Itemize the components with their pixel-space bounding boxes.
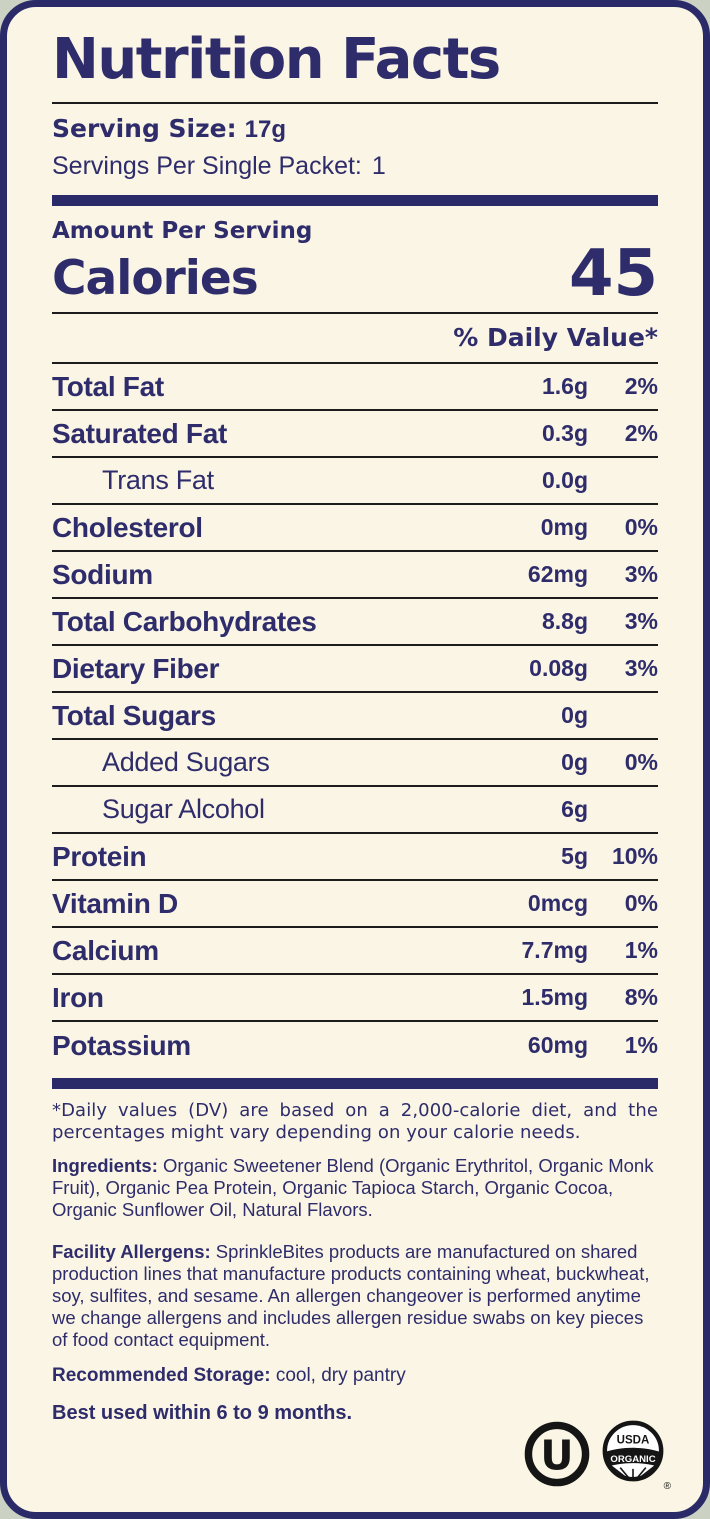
nutrient-name: Dietary Fiber (52, 652, 220, 684)
nutrient-name: Vitamin D (52, 887, 178, 919)
nutrient-daily-value: 0% (624, 890, 658, 917)
nutrient-row: Vitamin D 0mcg 0% (52, 881, 658, 929)
calories-label: Calories (52, 251, 259, 307)
nutrient-daily-value: 2% (624, 420, 658, 447)
nutrient-name: Sugar Alcohol (102, 794, 265, 825)
nutrient-row: Total Sugars 0g (52, 693, 658, 741)
thick-divider-top (52, 194, 658, 206)
servings-per-label: Servings Per Single Packet: (52, 151, 362, 180)
servings-per-line: Servings Per Single Packet: 1 (52, 152, 658, 181)
nutrient-amount: 8.8g (541, 608, 588, 635)
nutrient-row: Dietary Fiber 0.08g 3% (52, 646, 658, 694)
nutrient-amount: 1.6g (541, 373, 588, 400)
kosher-ou-icon: U (524, 1421, 590, 1486)
title-divider (52, 101, 658, 104)
serving-size-value: 17g (244, 115, 286, 143)
nutrient-daily-value: 10% (611, 843, 658, 870)
label-title: Nutrition Facts (52, 27, 501, 92)
nutrient-amount: 5g (561, 843, 588, 870)
nutrient-row: Saturated Fat 0.3g 2% (52, 411, 658, 459)
nutrient-name: Total Fat (52, 370, 164, 402)
nutrient-amount: 0.08g (529, 655, 588, 682)
nutrient-name: Calcium (52, 934, 159, 966)
nutrient-name: Total Carbohydrates (52, 605, 317, 637)
usda-organic-icon: USDA ORGANIC (602, 1420, 664, 1482)
nutrient-name: Protein (52, 840, 147, 872)
ingredients-text: Organic Sweetener Blend (Organic Erythri… (52, 1155, 654, 1221)
nutrient-row: Iron 1.5mg 8% (52, 975, 658, 1023)
nutrient-daily-value: 0% (624, 514, 658, 541)
nutrient-amount: 0mg (540, 514, 588, 541)
nutrient-daily-value: 3% (624, 655, 658, 682)
nutrient-row: Sugar Alcohol 6g (52, 787, 658, 835)
nutrient-amount: 0g (561, 702, 588, 729)
calories-row: Calories 45 (52, 236, 658, 311)
nutrient-amount: 1.5mg (521, 984, 588, 1011)
nutrient-name: Potassium (52, 1029, 191, 1061)
usda-organic-seal: USDA ORGANIC ® (601, 1419, 671, 1492)
best-used-line: Best used within 6 to 9 months. (52, 1402, 353, 1425)
ingredients-label: Ingredients: (52, 1155, 158, 1177)
usda-text: USDA (617, 1434, 650, 1446)
allergens-text: SprinkleBites products are manufactured … (52, 1241, 650, 1351)
nutrient-daily-value: 3% (624, 608, 658, 635)
calories-value: 45 (568, 236, 658, 311)
nutrient-amount: 7.7mg (521, 937, 588, 964)
nutrient-daily-value: 8% (624, 984, 658, 1011)
organic-text: ORGANIC (610, 1454, 655, 1465)
ingredients-paragraph: Ingredients: Organic Sweetener Blend (Or… (52, 1155, 658, 1221)
calories-divider (52, 312, 658, 315)
nutrient-name: Iron (52, 981, 104, 1013)
nutrient-amount: 0.3g (541, 420, 588, 447)
nutrient-daily-value: 1% (624, 1032, 658, 1059)
nutrient-amount: 6g (561, 796, 588, 823)
nutrient-name: Saturated Fat (52, 417, 228, 449)
nutrient-row: Added Sugars 0g 0% (52, 740, 658, 788)
storage-line: Recommended Storage: cool, dry pantry (52, 1365, 658, 1387)
nutrient-amount: 0g (561, 749, 588, 776)
nutrient-row: Trans Fat 0.0g (52, 458, 658, 506)
nutrient-amount: 0.0g (541, 467, 588, 494)
nutrient-row: Sodium 62mg 3% (52, 552, 658, 600)
label-content: Nutrition Facts Serving Size: 17g Serving… (7, 7, 703, 1425)
allergens-paragraph: Facility Allergens: SprinkleBites produc… (52, 1241, 658, 1351)
serving-size-line: Serving Size: 17g (52, 114, 658, 144)
storage-text: cool, dry pantry (270, 1365, 406, 1387)
nutrient-daily-value: 3% (624, 561, 658, 588)
nutrient-daily-value: 0% (624, 749, 658, 776)
nutrient-row: Protein 5g 10% (52, 834, 658, 882)
amount-per-serving-label: Amount Per Serving (52, 217, 313, 244)
nutrient-name: Cholesterol (52, 511, 203, 543)
nutrient-row: Cholesterol 0mg 0% (52, 505, 658, 553)
nutrient-daily-value: 2% (624, 373, 658, 400)
nutrient-amount: 0mcg (527, 890, 588, 917)
thick-divider-bottom (52, 1078, 658, 1090)
nutrient-row: Total Carbohydrates 8.8g 3% (52, 599, 658, 647)
daily-value-header: % Daily Value* (453, 323, 658, 353)
nutrient-row: Calcium 7.7mg 1% (52, 928, 658, 976)
nutrient-row: Total Fat 1.6g 2% (52, 364, 658, 412)
nutrient-name: Added Sugars (102, 747, 270, 778)
nutrient-row: Potassium 60mg 1% (52, 1022, 658, 1069)
serving-size-label: Serving Size: (52, 113, 237, 143)
servings-per-value: 1 (371, 151, 386, 180)
nutrient-amount: 62mg (527, 561, 588, 588)
nutrient-name: Total Sugars (52, 699, 216, 731)
allergens-label: Facility Allergens: (52, 1241, 211, 1263)
nutrient-rows: Total Fat 1.6g 2% Saturated Fat 0.3g 2% … (52, 362, 658, 1069)
storage-label: Recommended Storage: (52, 1365, 271, 1387)
nutrient-daily-value: 1% (624, 937, 658, 964)
daily-value-footnote: *Daily values (DV) are based on a 2,000-… (52, 1100, 658, 1144)
kosher-letter: U (540, 1431, 573, 1479)
nutrient-name: Trans Fat (102, 465, 214, 496)
registered-trademark-icon: ® (663, 1481, 671, 1492)
certification-badges: U USDA ORGANIC ® (523, 1419, 671, 1492)
nutrient-amount: 60mg (527, 1032, 588, 1059)
nutrient-name: Sodium (52, 558, 153, 590)
